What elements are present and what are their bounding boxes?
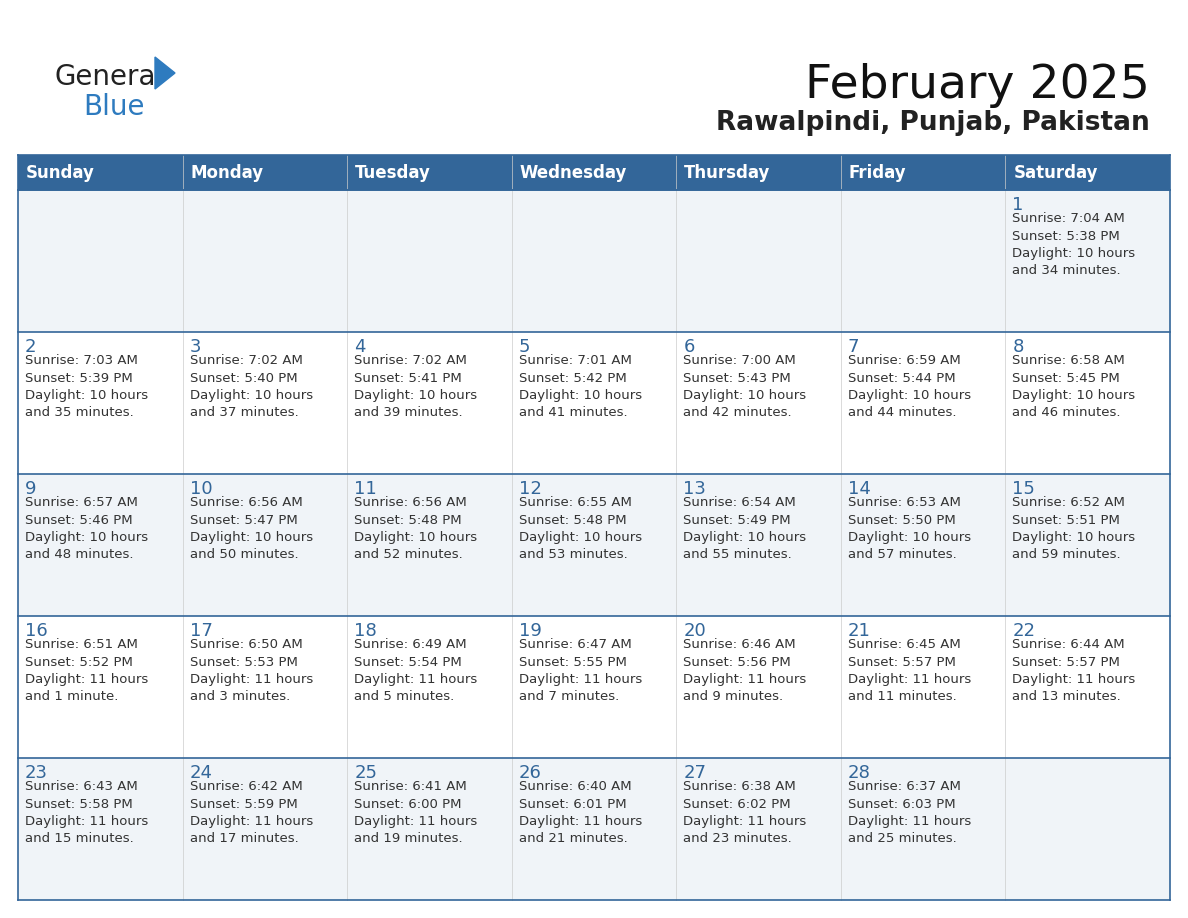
Text: 22: 22 <box>1012 622 1036 640</box>
Text: Sunrise: 7:04 AM
Sunset: 5:38 PM
Daylight: 10 hours
and 34 minutes.: Sunrise: 7:04 AM Sunset: 5:38 PM Dayligh… <box>1012 212 1136 277</box>
Text: 18: 18 <box>354 622 377 640</box>
Text: 3: 3 <box>190 338 201 356</box>
Text: Saturday: Saturday <box>1013 163 1098 182</box>
Text: Sunrise: 6:52 AM
Sunset: 5:51 PM
Daylight: 10 hours
and 59 minutes.: Sunrise: 6:52 AM Sunset: 5:51 PM Dayligh… <box>1012 496 1136 562</box>
Text: 7: 7 <box>848 338 859 356</box>
Text: Sunrise: 6:57 AM
Sunset: 5:46 PM
Daylight: 10 hours
and 48 minutes.: Sunrise: 6:57 AM Sunset: 5:46 PM Dayligh… <box>25 496 148 562</box>
Text: 5: 5 <box>519 338 530 356</box>
Text: Sunrise: 6:59 AM
Sunset: 5:44 PM
Daylight: 10 hours
and 44 minutes.: Sunrise: 6:59 AM Sunset: 5:44 PM Dayligh… <box>848 354 971 420</box>
Text: 8: 8 <box>1012 338 1024 356</box>
Text: Sunrise: 6:43 AM
Sunset: 5:58 PM
Daylight: 11 hours
and 15 minutes.: Sunrise: 6:43 AM Sunset: 5:58 PM Dayligh… <box>25 780 148 845</box>
Text: Sunrise: 6:58 AM
Sunset: 5:45 PM
Daylight: 10 hours
and 46 minutes.: Sunrise: 6:58 AM Sunset: 5:45 PM Dayligh… <box>1012 354 1136 420</box>
Text: Sunrise: 6:53 AM
Sunset: 5:50 PM
Daylight: 10 hours
and 57 minutes.: Sunrise: 6:53 AM Sunset: 5:50 PM Dayligh… <box>848 496 971 562</box>
Text: 2: 2 <box>25 338 37 356</box>
Text: Sunrise: 6:56 AM
Sunset: 5:47 PM
Daylight: 10 hours
and 50 minutes.: Sunrise: 6:56 AM Sunset: 5:47 PM Dayligh… <box>190 496 312 562</box>
Text: 17: 17 <box>190 622 213 640</box>
Text: Sunrise: 6:41 AM
Sunset: 6:00 PM
Daylight: 11 hours
and 19 minutes.: Sunrise: 6:41 AM Sunset: 6:00 PM Dayligh… <box>354 780 478 845</box>
Text: Wednesday: Wednesday <box>519 163 627 182</box>
Text: 6: 6 <box>683 338 695 356</box>
Text: 12: 12 <box>519 480 542 498</box>
Text: 15: 15 <box>1012 480 1035 498</box>
Text: Monday: Monday <box>190 163 264 182</box>
Text: 24: 24 <box>190 764 213 782</box>
Text: Sunrise: 6:50 AM
Sunset: 5:53 PM
Daylight: 11 hours
and 3 minutes.: Sunrise: 6:50 AM Sunset: 5:53 PM Dayligh… <box>190 638 312 703</box>
Text: 1: 1 <box>1012 196 1024 214</box>
Text: 10: 10 <box>190 480 213 498</box>
Text: Sunrise: 7:02 AM
Sunset: 5:40 PM
Daylight: 10 hours
and 37 minutes.: Sunrise: 7:02 AM Sunset: 5:40 PM Dayligh… <box>190 354 312 420</box>
Text: Rawalpindi, Punjab, Pakistan: Rawalpindi, Punjab, Pakistan <box>716 110 1150 136</box>
Text: 14: 14 <box>848 480 871 498</box>
Text: Sunrise: 6:38 AM
Sunset: 6:02 PM
Daylight: 11 hours
and 23 minutes.: Sunrise: 6:38 AM Sunset: 6:02 PM Dayligh… <box>683 780 807 845</box>
Text: Sunrise: 6:45 AM
Sunset: 5:57 PM
Daylight: 11 hours
and 11 minutes.: Sunrise: 6:45 AM Sunset: 5:57 PM Dayligh… <box>848 638 971 703</box>
Polygon shape <box>154 57 175 89</box>
Text: 16: 16 <box>25 622 48 640</box>
Text: Sunrise: 6:40 AM
Sunset: 6:01 PM
Daylight: 11 hours
and 21 minutes.: Sunrise: 6:40 AM Sunset: 6:01 PM Dayligh… <box>519 780 642 845</box>
Bar <box>18 474 1170 616</box>
Text: Sunrise: 7:03 AM
Sunset: 5:39 PM
Daylight: 10 hours
and 35 minutes.: Sunrise: 7:03 AM Sunset: 5:39 PM Dayligh… <box>25 354 148 420</box>
Bar <box>18 616 1170 758</box>
Text: Sunrise: 6:51 AM
Sunset: 5:52 PM
Daylight: 11 hours
and 1 minute.: Sunrise: 6:51 AM Sunset: 5:52 PM Dayligh… <box>25 638 148 703</box>
Text: 26: 26 <box>519 764 542 782</box>
Text: 27: 27 <box>683 764 707 782</box>
Text: 25: 25 <box>354 764 377 782</box>
Text: Sunrise: 6:49 AM
Sunset: 5:54 PM
Daylight: 11 hours
and 5 minutes.: Sunrise: 6:49 AM Sunset: 5:54 PM Dayligh… <box>354 638 478 703</box>
Text: Friday: Friday <box>849 163 906 182</box>
Text: 20: 20 <box>683 622 706 640</box>
Text: Sunday: Sunday <box>26 163 95 182</box>
Bar <box>18 155 1170 190</box>
Text: Sunrise: 6:44 AM
Sunset: 5:57 PM
Daylight: 11 hours
and 13 minutes.: Sunrise: 6:44 AM Sunset: 5:57 PM Dayligh… <box>1012 638 1136 703</box>
Text: Sunrise: 6:47 AM
Sunset: 5:55 PM
Daylight: 11 hours
and 7 minutes.: Sunrise: 6:47 AM Sunset: 5:55 PM Dayligh… <box>519 638 642 703</box>
Text: Sunrise: 7:00 AM
Sunset: 5:43 PM
Daylight: 10 hours
and 42 minutes.: Sunrise: 7:00 AM Sunset: 5:43 PM Dayligh… <box>683 354 807 420</box>
Bar <box>18 758 1170 900</box>
Text: 21: 21 <box>848 622 871 640</box>
Text: 4: 4 <box>354 338 366 356</box>
Text: Sunrise: 7:01 AM
Sunset: 5:42 PM
Daylight: 10 hours
and 41 minutes.: Sunrise: 7:01 AM Sunset: 5:42 PM Dayligh… <box>519 354 642 420</box>
Text: Sunrise: 6:37 AM
Sunset: 6:03 PM
Daylight: 11 hours
and 25 minutes.: Sunrise: 6:37 AM Sunset: 6:03 PM Dayligh… <box>848 780 971 845</box>
Bar <box>18 190 1170 332</box>
Text: 11: 11 <box>354 480 377 498</box>
Text: 19: 19 <box>519 622 542 640</box>
Text: February 2025: February 2025 <box>805 63 1150 108</box>
Text: General: General <box>55 63 164 91</box>
Bar <box>18 332 1170 474</box>
Text: Sunrise: 7:02 AM
Sunset: 5:41 PM
Daylight: 10 hours
and 39 minutes.: Sunrise: 7:02 AM Sunset: 5:41 PM Dayligh… <box>354 354 478 420</box>
Text: Blue: Blue <box>83 93 145 121</box>
Text: 23: 23 <box>25 764 48 782</box>
Text: 13: 13 <box>683 480 706 498</box>
Text: Sunrise: 6:56 AM
Sunset: 5:48 PM
Daylight: 10 hours
and 52 minutes.: Sunrise: 6:56 AM Sunset: 5:48 PM Dayligh… <box>354 496 478 562</box>
Text: 9: 9 <box>25 480 37 498</box>
Text: Tuesday: Tuesday <box>355 163 431 182</box>
Text: Sunrise: 6:55 AM
Sunset: 5:48 PM
Daylight: 10 hours
and 53 minutes.: Sunrise: 6:55 AM Sunset: 5:48 PM Dayligh… <box>519 496 642 562</box>
Text: Sunrise: 6:54 AM
Sunset: 5:49 PM
Daylight: 10 hours
and 55 minutes.: Sunrise: 6:54 AM Sunset: 5:49 PM Dayligh… <box>683 496 807 562</box>
Text: Sunrise: 6:46 AM
Sunset: 5:56 PM
Daylight: 11 hours
and 9 minutes.: Sunrise: 6:46 AM Sunset: 5:56 PM Dayligh… <box>683 638 807 703</box>
Text: Thursday: Thursday <box>684 163 771 182</box>
Text: Sunrise: 6:42 AM
Sunset: 5:59 PM
Daylight: 11 hours
and 17 minutes.: Sunrise: 6:42 AM Sunset: 5:59 PM Dayligh… <box>190 780 312 845</box>
Text: 28: 28 <box>848 764 871 782</box>
